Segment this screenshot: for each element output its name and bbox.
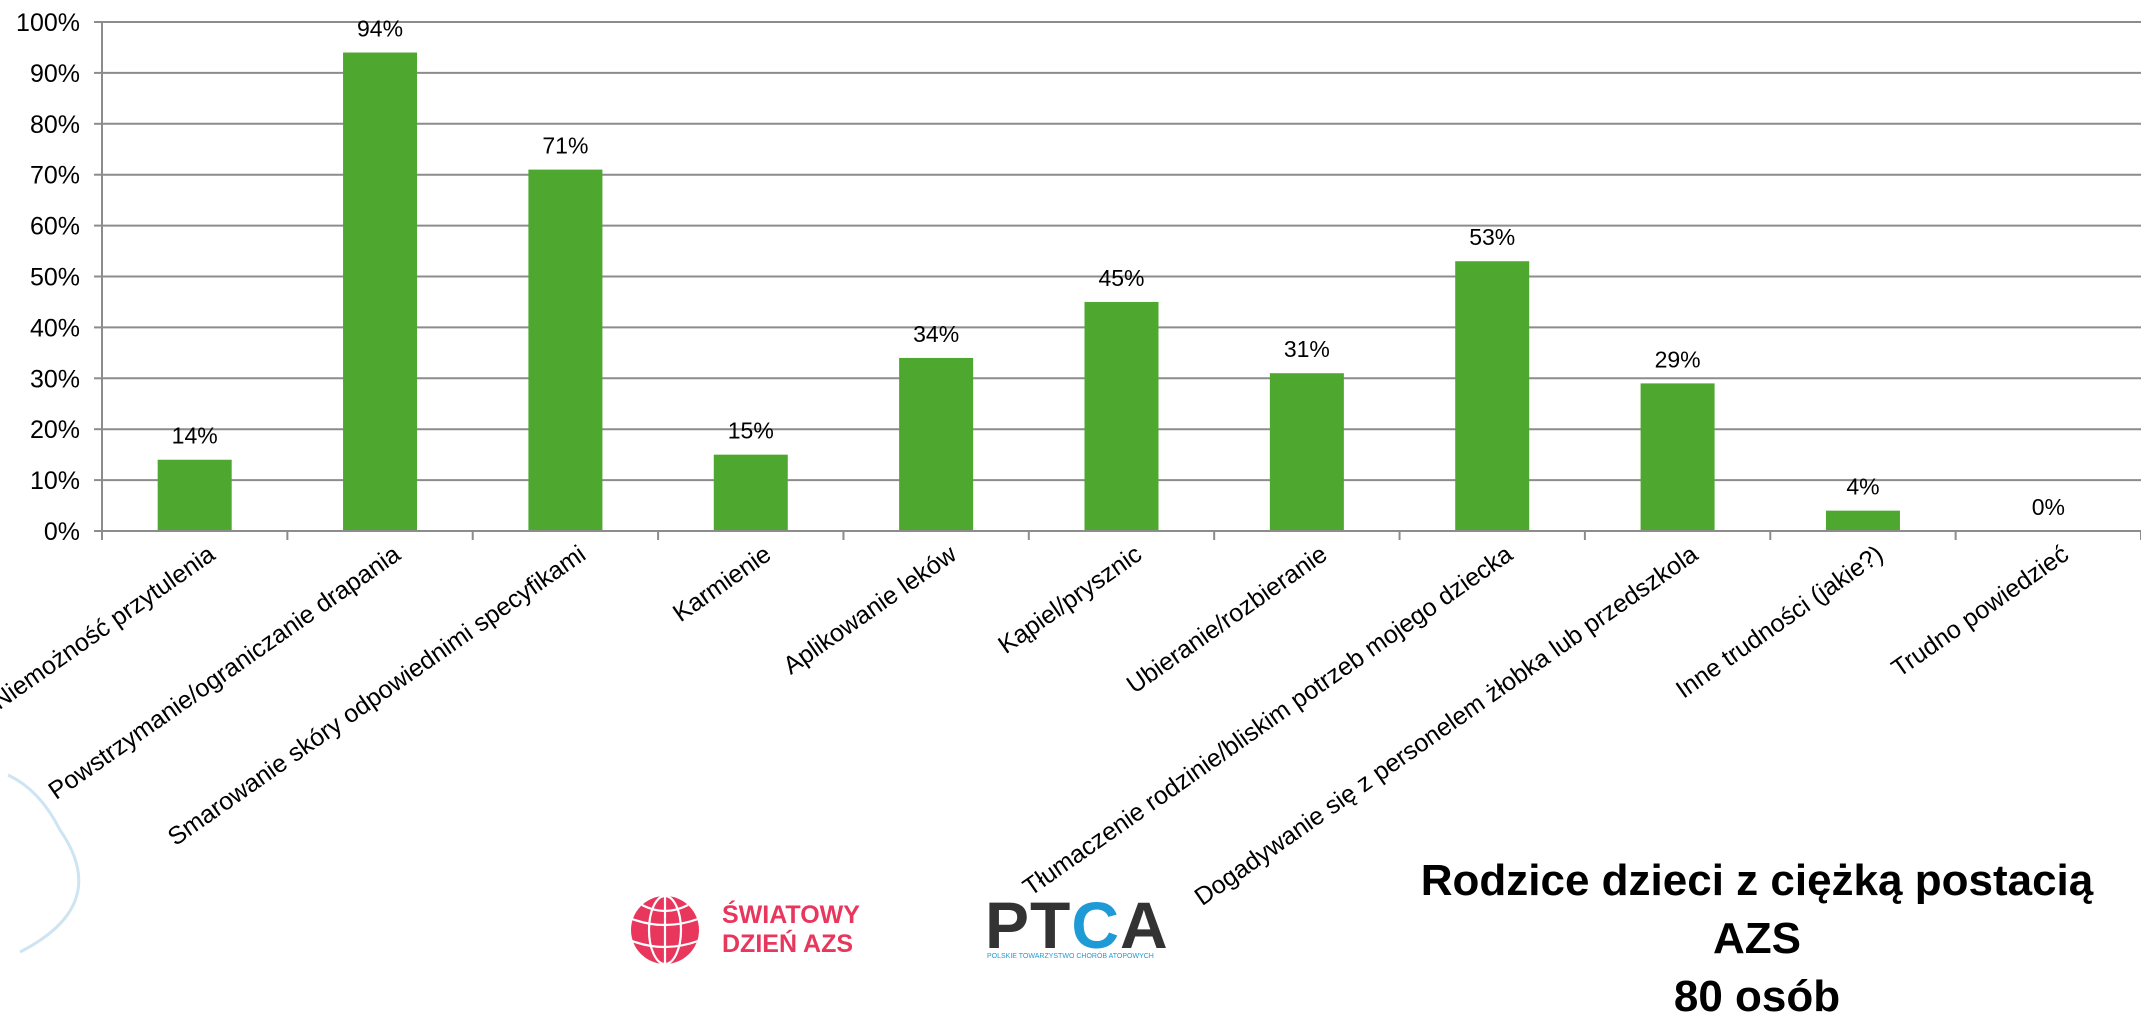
y-tick-label: 40% — [30, 314, 80, 342]
bar — [899, 357, 974, 531]
data-label: 45% — [1098, 265, 1144, 291]
y-tick-label: 80% — [30, 111, 80, 139]
y-tick-label: 10% — [30, 467, 80, 495]
category-label: Karmienie — [668, 540, 776, 627]
category-label: Inne trudności (jakie?) — [1671, 540, 1889, 704]
data-label: 31% — [1284, 336, 1330, 362]
ptca-logo-c: C — [1071, 888, 1121, 962]
y-tick-label: 70% — [30, 162, 80, 190]
ptca-logo-pt: PT — [985, 888, 1072, 962]
y-tick-label: 50% — [30, 264, 80, 292]
bar — [1455, 261, 1530, 531]
data-label: 14% — [172, 423, 218, 449]
caption-line-1: Rodzice dzieci z ciężką postacią AZS — [1420, 856, 2094, 963]
data-label: 94% — [357, 16, 403, 42]
data-label: 29% — [1655, 346, 1701, 372]
swiatowy-dzien-azs-logo: ŚWIATOWY DZIEŃ AZS — [630, 895, 870, 967]
globe-icon — [631, 895, 699, 965]
y-tick-label: 60% — [30, 213, 80, 241]
chart-caption: Rodzice dzieci z ciężką postacią AZS 80 … — [1377, 852, 2137, 1026]
bar — [713, 454, 788, 531]
bar — [157, 459, 232, 531]
bar — [1640, 383, 1715, 531]
data-label: 53% — [1469, 224, 1515, 250]
y-tick-label: 20% — [30, 416, 80, 444]
category-label: Smarowanie skóry odpowiednimi specyfikam… — [163, 540, 591, 851]
ptca-logo-a: A — [1120, 888, 1169, 962]
category-label: Trudno powiedzieć — [1887, 540, 2074, 683]
bar — [1825, 510, 1900, 531]
category-label: Ubieranie/rozbieranie — [1122, 540, 1333, 699]
bar — [1084, 301, 1159, 531]
bar — [528, 169, 603, 532]
bar-chart: 0%10%20%30%40%50%60%70%80%90%100%14%Niem… — [0, 9, 2141, 954]
category-label: Powstrzymanie/ograniczanie drapania — [43, 540, 405, 805]
decorative-arc — [7, 773, 81, 954]
category-label: Kąpiel/prysznic — [993, 540, 1147, 659]
category-label: Aplikowanie leków — [778, 539, 962, 680]
azs-logo-line-2: DZIEŃ AZS — [722, 930, 854, 958]
y-tick-label: 30% — [30, 365, 80, 393]
data-label: 0% — [2032, 494, 2065, 520]
data-label: 15% — [728, 418, 774, 444]
bar — [1269, 373, 1344, 531]
ptca-logo: PTCA POLSKIE TOWARZYSTWO CHORÓB ATOPOWYC… — [985, 888, 1168, 963]
data-label: 34% — [913, 321, 959, 347]
bar — [343, 52, 418, 531]
data-label: 71% — [542, 133, 588, 159]
azs-logo-line-1: ŚWIATOWY — [722, 901, 860, 929]
y-tick-label: 100% — [16, 9, 80, 37]
caption-line-2: 80 osób — [1673, 972, 1841, 1021]
data-label: 4% — [1846, 474, 1879, 500]
y-tick-label: 0% — [44, 518, 80, 546]
y-tick-label: 90% — [30, 60, 80, 88]
ptca-logo-subtitle: POLSKIE TOWARZYSTWO CHORÓB ATOPOWYCH — [987, 953, 1154, 960]
